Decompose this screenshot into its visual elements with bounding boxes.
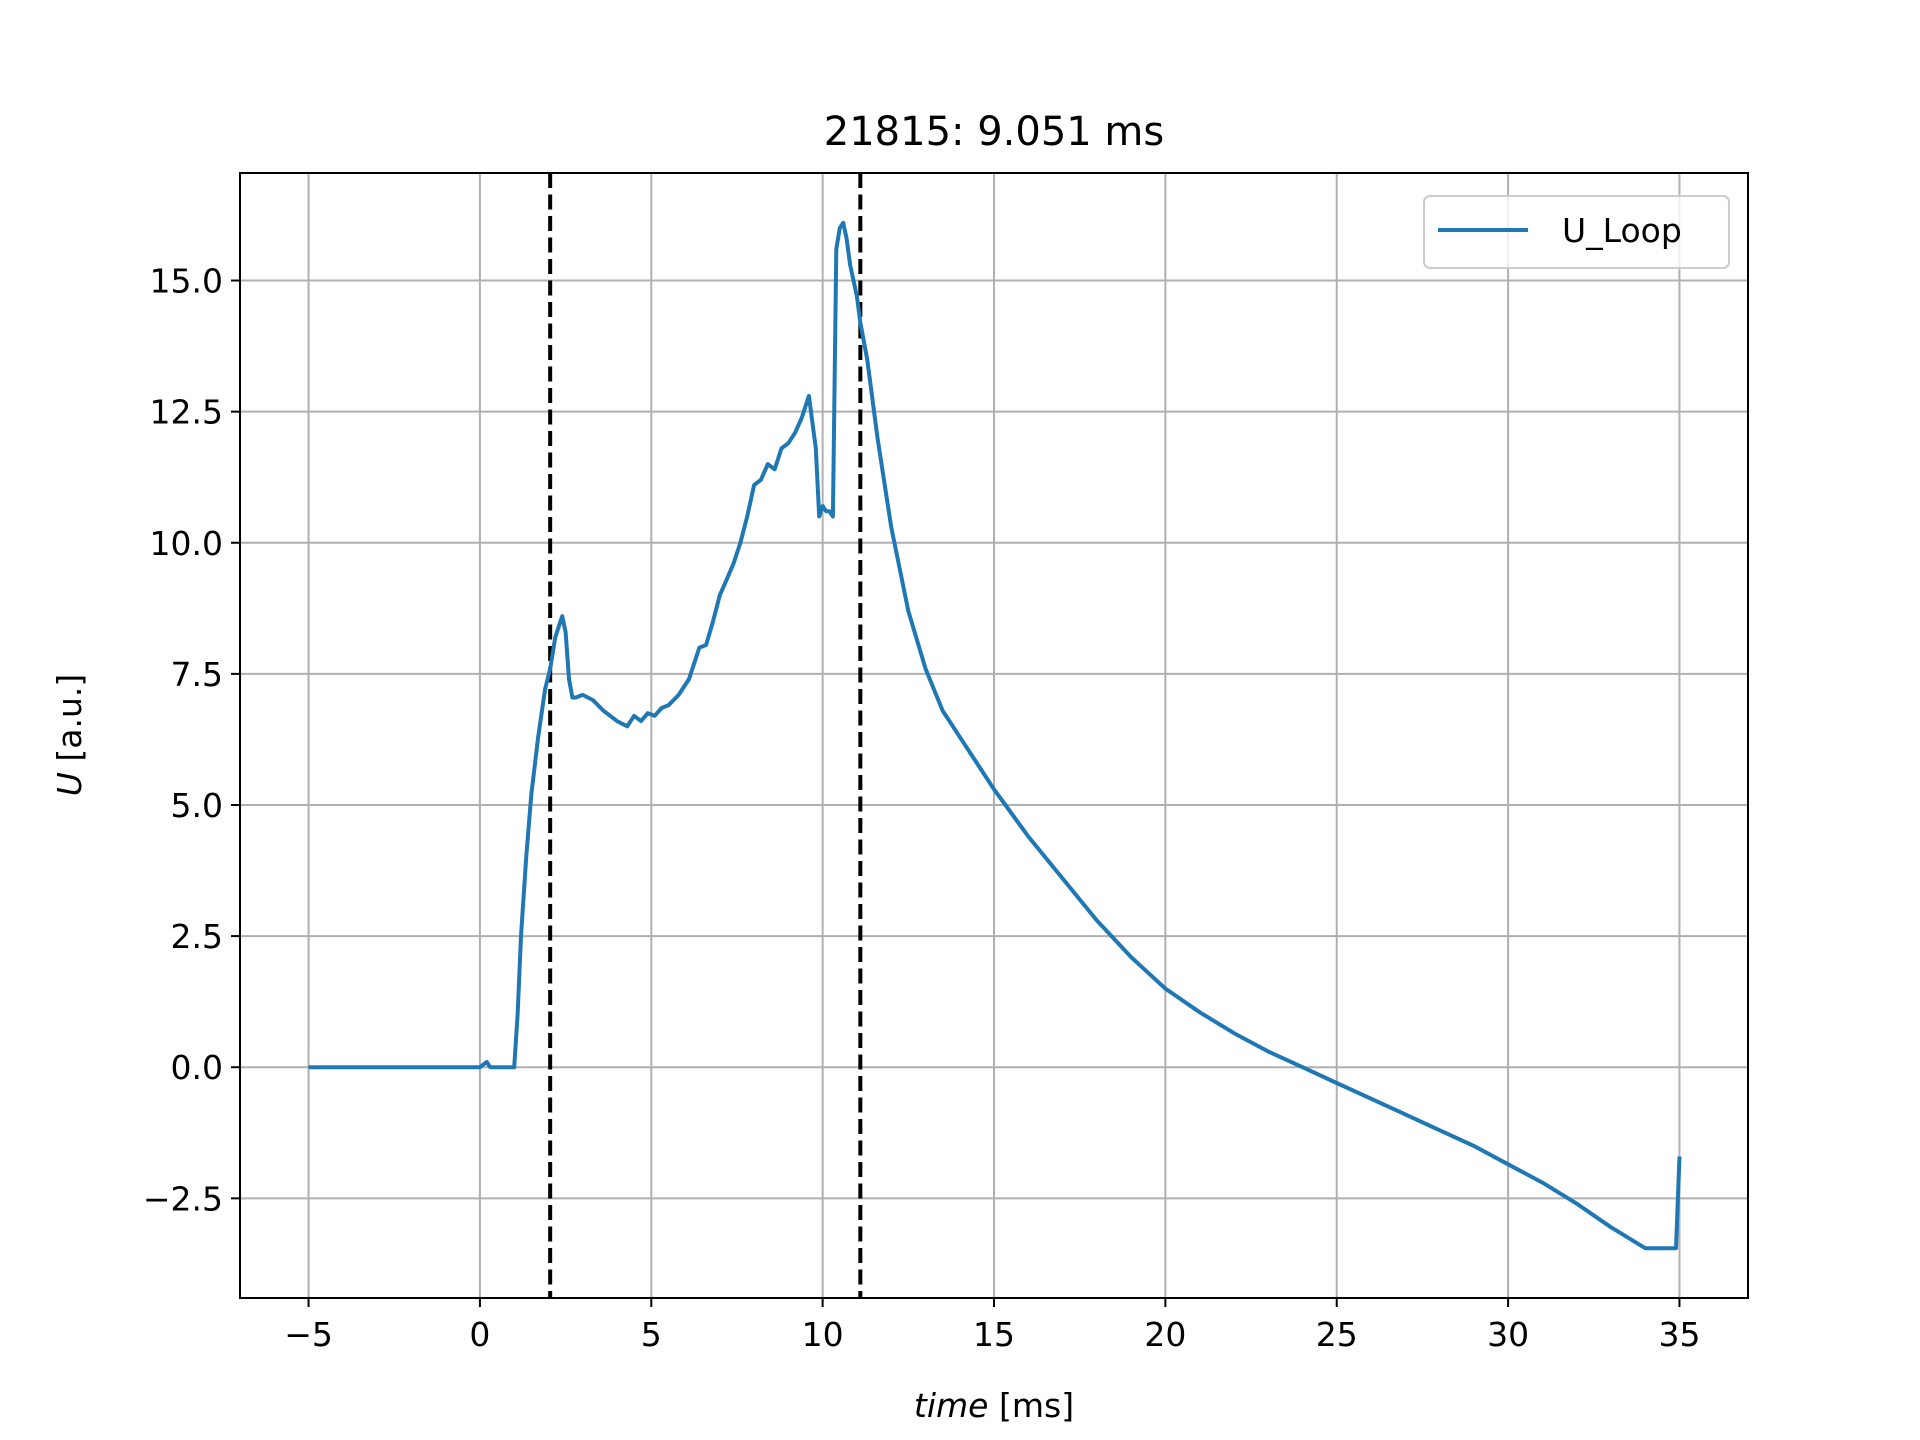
- ticks: −5 0 5 10 15 20 25 30 35 −2.5 0.0 2.5 5.0 7.5 10.0 12.5…: [143, 262, 1701, 1354]
- x-tick-label: 5: [641, 1315, 662, 1354]
- x-tick-label: 0: [469, 1315, 490, 1354]
- y-tick-label: 12.5: [150, 393, 223, 432]
- y-tick-label: −2.5: [143, 1179, 223, 1218]
- x-tick-label: 20: [1144, 1315, 1186, 1354]
- y-tick-label: 15.0: [150, 262, 223, 301]
- x-tick-label: 25: [1316, 1315, 1358, 1354]
- x-axis-label-unit: [ms]: [988, 1386, 1074, 1425]
- x-axis-label: time [ms]: [914, 1386, 1074, 1425]
- x-tick-label: 10: [802, 1315, 844, 1354]
- y-tick-label: 5.0: [171, 786, 223, 825]
- legend-box: [1423, 195, 1730, 269]
- grid: [240, 173, 1748, 1298]
- chart-title: 21815: 9.051 ms: [824, 109, 1164, 155]
- y-axis-label-name: U: [50, 772, 89, 796]
- y-axis-label: U [a.u.]: [50, 674, 89, 797]
- y-tick-label: 10.0: [150, 524, 223, 563]
- y-tick-label: 2.5: [171, 917, 223, 956]
- y-axis-label-unit: [a.u.]: [50, 674, 89, 772]
- x-tick-label: −5: [284, 1315, 333, 1354]
- x-tick-label: 35: [1658, 1315, 1700, 1354]
- reference-lines: [548, 173, 863, 1298]
- series-line-u-loop: [308, 220, 1682, 1251]
- y-tick-label: 7.5: [171, 655, 223, 694]
- y-tick-label: 0.0: [171, 1048, 223, 1087]
- x-axis-label-name: time: [914, 1386, 989, 1425]
- x-tick-label: 15: [973, 1315, 1015, 1354]
- legend-label-u-loop: U_Loop: [1562, 211, 1682, 250]
- x-tick-label: 30: [1487, 1315, 1529, 1354]
- series-layer: [308, 220, 1682, 1251]
- legend: U_Loop: [1423, 195, 1730, 269]
